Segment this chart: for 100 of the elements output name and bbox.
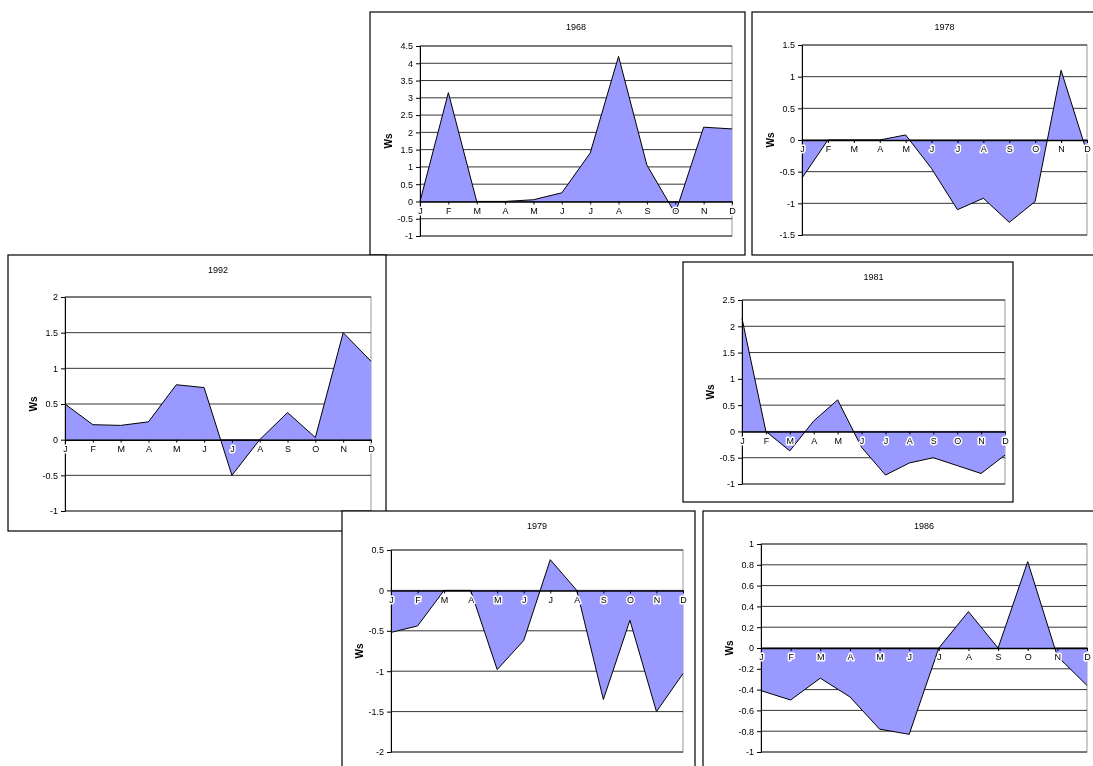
y-tick-label: 4.5	[400, 41, 413, 52]
x-tick-label: O	[1032, 144, 1040, 155]
y-tick-label: 1	[52, 363, 58, 374]
x-tick-label: O	[954, 435, 962, 446]
y-tick-label: -1.5	[368, 706, 384, 717]
y-tick-label: 0.4	[741, 601, 754, 612]
x-tick-label: J	[740, 435, 745, 446]
x-tick-label: A	[811, 435, 818, 446]
x-tick-label: A	[616, 205, 623, 216]
x-tick-label: J	[588, 205, 593, 216]
x-tick-label: J	[955, 144, 961, 155]
y-tick-label: 1.5	[782, 40, 795, 51]
x-tick-label: M	[876, 652, 884, 663]
x-tick-label: F	[90, 444, 97, 455]
x-tick-label: S	[600, 594, 607, 605]
y-tick-label: 2.5	[722, 295, 735, 306]
x-tick-label: M	[473, 205, 481, 216]
x-tick-label: J	[800, 144, 805, 155]
x-tick-label: A	[906, 435, 913, 446]
x-tick-label: A	[502, 205, 509, 216]
x-tick-label: M	[902, 144, 910, 155]
y-tick-label: 0	[729, 426, 735, 437]
y-tick-label: 2	[729, 321, 735, 332]
x-tick-label: D	[680, 594, 688, 605]
y-tick-label: 3	[407, 93, 413, 104]
x-tick-label: J	[389, 594, 394, 605]
x-tick-label: J	[63, 444, 68, 455]
x-tick-label: A	[257, 444, 264, 455]
y-tick-label: -1	[745, 747, 754, 758]
y-tick-label: 0	[407, 196, 413, 207]
y-axis-title: Ws	[724, 640, 735, 656]
x-tick-label: J	[883, 435, 889, 446]
x-tick-label: F	[788, 652, 795, 663]
y-tick-label: 0.5	[782, 103, 795, 114]
y-tick-label: 0.5	[722, 400, 735, 411]
y-tick-label: 1	[729, 374, 735, 385]
y-tick-label: 4	[407, 58, 413, 69]
y-tick-label: -0.8	[738, 726, 754, 737]
x-tick-label: J	[521, 594, 527, 605]
x-tick-label: O	[626, 594, 634, 605]
x-tick-label: J	[929, 144, 935, 155]
x-tick-label: J	[907, 652, 912, 663]
x-tick-label: M	[850, 144, 859, 155]
x-tick-label: O	[312, 444, 320, 455]
x-tick-label: A	[468, 594, 475, 605]
y-tick-label: -0.2	[738, 664, 754, 675]
x-tick-label: F	[446, 205, 453, 216]
x-tick-label: S	[1006, 144, 1013, 155]
y-tick-label: 1	[789, 72, 795, 83]
x-tick-label: F	[415, 594, 422, 605]
x-tick-label: A	[965, 652, 972, 663]
y-tick-label: 1	[407, 162, 413, 173]
y-tick-label: -1.5	[779, 230, 795, 241]
x-tick-label: D	[1002, 435, 1010, 446]
x-tick-label: M	[440, 594, 449, 605]
x-tick-label: D	[1084, 652, 1092, 663]
x-tick-label: A	[980, 144, 987, 155]
x-tick-label: J	[418, 205, 423, 216]
chart-title: 1978	[934, 22, 955, 32]
chart-title: 1986	[913, 521, 935, 531]
y-tick-label: 0.5	[371, 545, 384, 556]
x-tick-label: F	[825, 144, 832, 155]
y-tick-label: 3.5	[400, 75, 413, 86]
x-tick-label: N	[653, 594, 661, 605]
y-tick-label: 0	[52, 435, 58, 446]
x-tick-label: A	[847, 652, 854, 663]
x-tick-label: N	[700, 205, 708, 216]
y-tick-label: -0.6	[738, 705, 754, 716]
x-tick-label: M	[786, 435, 795, 446]
x-tick-label: J	[859, 435, 865, 446]
x-tick-label: J	[560, 205, 565, 216]
x-tick-label: S	[930, 435, 937, 446]
y-axis-title: Ws	[765, 132, 776, 148]
y-tick-label: -0.5	[368, 626, 384, 637]
y-tick-label: -2	[375, 747, 384, 758]
y-tick-label: 2	[52, 292, 58, 303]
x-tick-label: N	[978, 435, 985, 446]
x-tick-label: M	[834, 435, 842, 446]
x-tick-label: J	[230, 444, 235, 455]
y-tick-label: 2.5	[400, 110, 413, 121]
y-tick-label: 0.2	[741, 622, 754, 633]
chart-title: 1992	[207, 265, 229, 275]
y-tick-label: 0.6	[741, 580, 754, 591]
y-tick-label: -1	[404, 231, 413, 242]
x-tick-label: N	[1058, 144, 1065, 155]
x-tick-label: J	[759, 652, 764, 663]
y-tick-label: -1	[726, 479, 735, 490]
y-axis-title: Ws	[354, 643, 365, 659]
y-tick-label: -0.4	[738, 684, 754, 695]
y-tick-label: 0.8	[741, 560, 754, 571]
x-tick-label: D	[368, 444, 376, 455]
y-tick-label: 1.5	[400, 145, 413, 156]
x-tick-label: N	[340, 444, 347, 455]
chart-title: 1979	[526, 521, 548, 531]
x-tick-label: J	[937, 652, 942, 663]
chart-title: 1981	[863, 272, 884, 282]
x-tick-label: M	[817, 652, 825, 663]
y-axis-title: Ws	[383, 133, 394, 149]
chart-title: 1968	[565, 22, 587, 32]
x-tick-label: M	[173, 444, 181, 455]
